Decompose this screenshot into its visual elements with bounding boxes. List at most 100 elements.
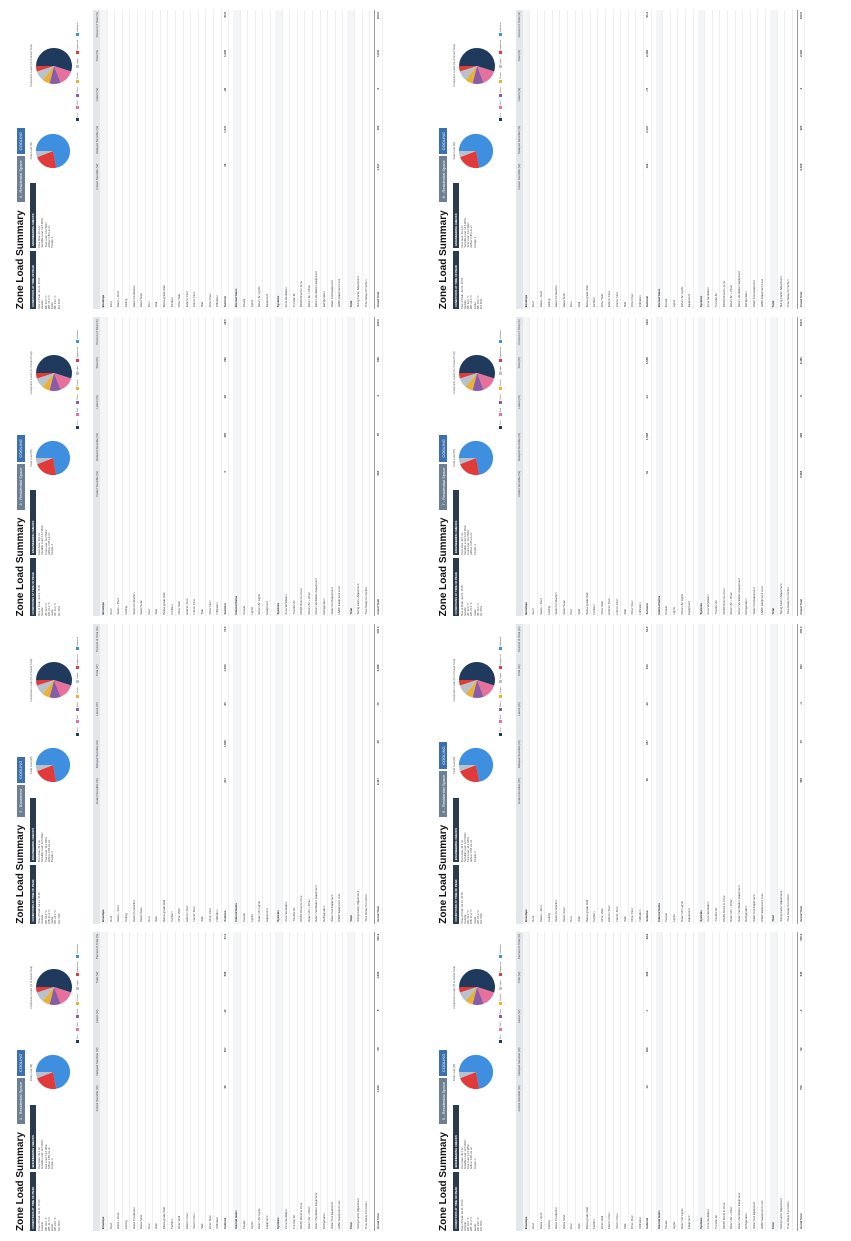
panel-header: Zone Load Summary 5 - Residential Space CO… [437,932,450,1231]
peak-load-chart: Peak Load (W) [453,429,513,488]
table-row: Slab [198,317,207,617]
row-label: Return Air + Other [306,591,311,615]
table-row: Wall [153,317,161,617]
table-row: Transfer Air [290,624,298,924]
condition-line: RH: 50% [57,913,61,924]
peak-load-chart: Peak Load (W) [453,736,513,795]
condition-line: RH: 50% [480,606,484,617]
legend-label: People [499,993,502,1001]
section-label: Systems [698,910,703,922]
row-label: Interior Floor [614,1213,619,1229]
table-row: Zone Ventilation [282,624,291,924]
section-header: Envelope [522,10,531,310]
subtotal-row: Subtotal 31 1,538 -11 1,558 62.8 [644,317,652,617]
mode-tag[interactable]: COOLING [16,1049,25,1077]
mode-tag[interactable]: COOLING [439,742,447,769]
subtotal-value: 31 [645,470,650,474]
pie-slice [458,765,476,772]
mode-tag[interactable]: COOLING [439,1049,447,1077]
table-row: Glass + Roof [537,10,546,310]
table-row: Door [145,931,154,1231]
legend-item: People [498,687,502,698]
subtotal-row: Subtotal 18 1,347 -20 1,345 81.8 [221,10,230,310]
space-tag[interactable]: 7 - Residential Space [439,463,447,510]
legend-item: Roof [498,727,502,736]
space-tag[interactable]: 6 - Residential Space [439,770,447,817]
section-header: Envelope [522,317,531,617]
peak-pie-wrap [457,1043,496,1102]
mode-tag[interactable]: COOLING [16,756,25,784]
row-label: Roof [531,608,536,615]
engineering-header: ENGINEERING CHECKS [30,797,36,863]
legend-item: Equipment [76,40,79,55]
row-label: Refrigeration [321,1212,326,1229]
table-row: Transfer Air [290,10,298,310]
component-load-chart: Component Loads (% of Grand Total) Roof Wa… [30,317,90,429]
engineering-line: People: 2 [473,1158,477,1170]
mode-tag[interactable]: COOLING [16,127,25,155]
pie-slice [458,748,493,783]
section-header: Envelope [522,931,531,1231]
pie-slice [476,372,494,390]
table-row: Glass Solar [560,624,569,924]
space-tag[interactable]: 1 - Residential Space [16,1078,25,1125]
row-label: Roof [108,608,113,615]
subtotal-value: 72.0 [222,626,227,632]
space-tag[interactable]: 4 - Residential Space [16,156,25,203]
mode-tag[interactable]: COOLING [439,435,447,462]
column-header: Instant Sensible (W) [94,778,99,805]
pie-slice [49,372,61,391]
space-tag[interactable]: 2 - Basement [16,785,25,817]
grand-total-value: 2,481 [798,357,803,365]
table-row: Below-grade Wall [583,10,591,310]
legend-label: Roof [77,420,80,425]
row-label: Water Coil Equipment [752,1201,757,1229]
grand-total-value: 8 [376,1009,381,1012]
pie-slice [54,680,72,697]
section-label: Internal Gains [656,595,661,615]
row-label: Sizing Factor Adjustment [356,1198,361,1229]
row-label: Return Air Lights [679,286,684,308]
legend-item: Wall [498,715,502,724]
pie-slice [54,65,72,83]
section-label: Systems [698,602,703,615]
space-tag[interactable]: 3 - Residential Space [16,463,25,510]
legend-swatch [498,105,502,109]
legend-label: Glass [499,1008,502,1015]
summary-block: CONDITIONS AT TIME OF PEAK Time of Peak: … [30,10,90,310]
legend-swatch [498,694,502,698]
table-row: Transfer Air [712,10,721,310]
row-label: Interior Floor [192,598,197,615]
table-row: Water Coil Equipment [750,624,759,924]
section-label: Systems [276,602,281,615]
legend-label: Infiltration [77,944,80,954]
component-load-pie [458,47,495,84]
table-row: Roof [530,624,538,924]
row-label: Other Wall [599,908,604,922]
mode-tag[interactable]: COOLING [16,435,25,462]
row-label: DOAS Direct to Zone [721,588,726,615]
space-tag[interactable]: 5 - Residential Space [439,1078,447,1125]
row-label: DOAS Direct to Zone [721,1202,726,1229]
table-row: Partition [168,10,176,310]
table-row: Return Air + Other [305,931,314,1231]
legend-swatch [498,1040,502,1044]
engineering-header: ENGINEERING CHECKS [30,1104,36,1170]
peak-load-pie [458,748,493,783]
table-row: Equipment [263,931,272,1231]
table-row: Slab [198,931,207,1231]
legend-swatch [498,986,502,990]
grand-total-value: 568 [376,470,381,476]
grand-total-label: Grand Total [376,1213,381,1230]
space-tag[interactable]: 8 - Residential Space [439,156,447,203]
row-label: Door [569,1222,574,1229]
section-label: Total [348,1222,353,1229]
row-label: Other Floor [207,907,212,922]
mode-tag[interactable]: COOLING [439,127,447,155]
legend-item: People [498,993,502,1005]
engineering-line: People: 2 [51,1158,55,1170]
conditions-header: CONDITIONS AT TIME OF PEAK [30,865,36,924]
conditions-block: CONDITIONS AT TIME OF PEAK Time of Peak: … [452,248,513,310]
legend-label: Equipment [499,347,502,358]
grand-total-value: 626 [376,357,381,362]
